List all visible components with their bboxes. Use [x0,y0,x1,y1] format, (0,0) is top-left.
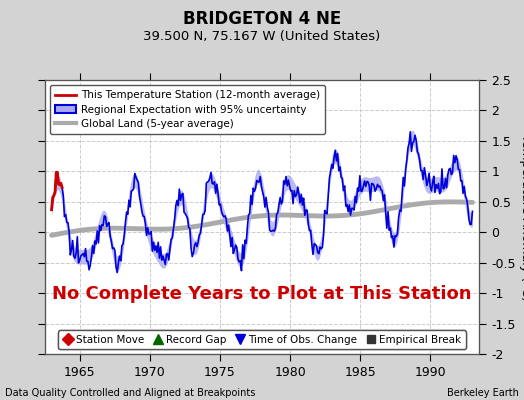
Y-axis label: Temperature Anomaly (°C): Temperature Anomaly (°C) [519,134,524,300]
Text: Data Quality Controlled and Aligned at Breakpoints: Data Quality Controlled and Aligned at B… [5,388,256,398]
Text: Berkeley Earth: Berkeley Earth [447,388,519,398]
Text: BRIDGETON 4 NE: BRIDGETON 4 NE [183,10,341,28]
Text: No Complete Years to Plot at This Station: No Complete Years to Plot at This Statio… [52,285,472,303]
Legend: Station Move, Record Gap, Time of Obs. Change, Empirical Break: Station Move, Record Gap, Time of Obs. C… [58,330,466,349]
Text: 39.500 N, 75.167 W (United States): 39.500 N, 75.167 W (United States) [144,30,380,43]
